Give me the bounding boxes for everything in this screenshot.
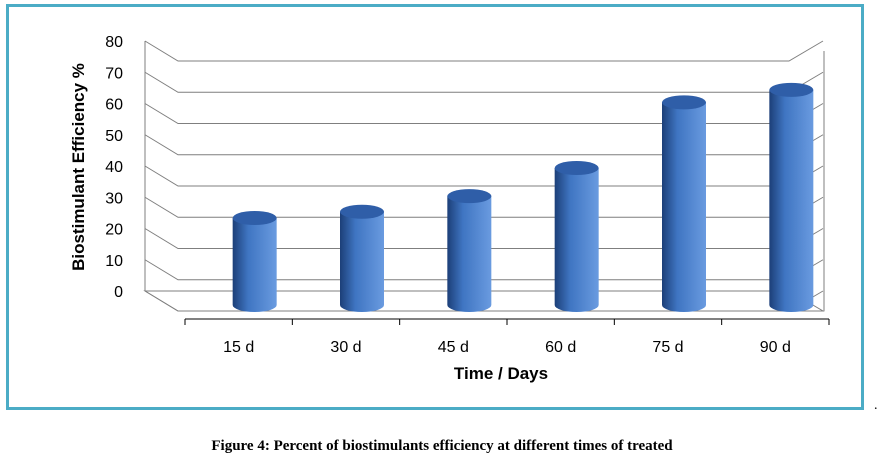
gridline <box>144 165 824 187</box>
gridline <box>144 40 824 62</box>
y-tick-label: 0 <box>114 284 123 301</box>
y-axis-title: Biostimulant Efficiency % <box>69 63 88 271</box>
gridline <box>144 134 824 156</box>
bar <box>662 95 706 312</box>
bar-body <box>447 196 492 312</box>
trailing-mark: . <box>874 398 878 413</box>
x-axis-title: Time / Days <box>454 364 548 383</box>
bar-body <box>232 218 277 312</box>
bar-top <box>340 204 384 219</box>
x-tick-label: 90 d <box>760 339 791 356</box>
bar-body <box>340 211 384 312</box>
bar-body <box>662 102 706 312</box>
y-tick-label: 50 <box>105 128 123 145</box>
x-tick-label: 60 d <box>545 339 576 356</box>
bar-top <box>769 82 814 97</box>
gridline <box>144 71 824 93</box>
y-tick-label: 40 <box>105 159 123 176</box>
bar-top <box>232 211 277 225</box>
gridlines <box>144 40 824 312</box>
bar <box>340 204 384 312</box>
bar-top <box>447 189 492 204</box>
y-tick-label: 10 <box>105 253 123 270</box>
x-tick-label: 15 d <box>223 339 254 356</box>
bar-top <box>554 161 599 175</box>
figure-caption: Figure 4: Percent of biostimulants effic… <box>211 438 673 454</box>
x-tick-label: 75 d <box>652 339 683 356</box>
bar <box>232 211 277 312</box>
gridline <box>144 103 824 124</box>
bar-body <box>554 168 599 312</box>
bars <box>232 82 814 312</box>
y-tick-label: 60 <box>105 97 123 114</box>
bar-body <box>769 89 814 312</box>
labels: 0 10 20 30 40 50 60 70 80 15 d 30 d 45 d 60 d 75 d 90 … <box>105 34 791 356</box>
bar <box>554 161 599 312</box>
x-tick-label: 45 d <box>438 339 469 356</box>
bar-chart: 0 10 20 30 40 50 60 70 80 15 d 30 d 45 d 60 d 75 d 90 … <box>69 34 830 383</box>
y-tick-label: 80 <box>105 34 123 51</box>
x-tick-label: 30 d <box>330 339 361 356</box>
chart-frame: 0 10 20 30 40 50 60 70 80 15 d 30 d 45 d 60 d 75 d 90 … <box>6 4 864 410</box>
y-tick-label: 70 <box>105 65 123 82</box>
bar <box>447 189 492 312</box>
bar-top <box>662 95 706 110</box>
y-tick-label: 20 <box>105 222 123 239</box>
y-tick-label: 30 <box>105 190 123 207</box>
bar <box>769 82 814 312</box>
